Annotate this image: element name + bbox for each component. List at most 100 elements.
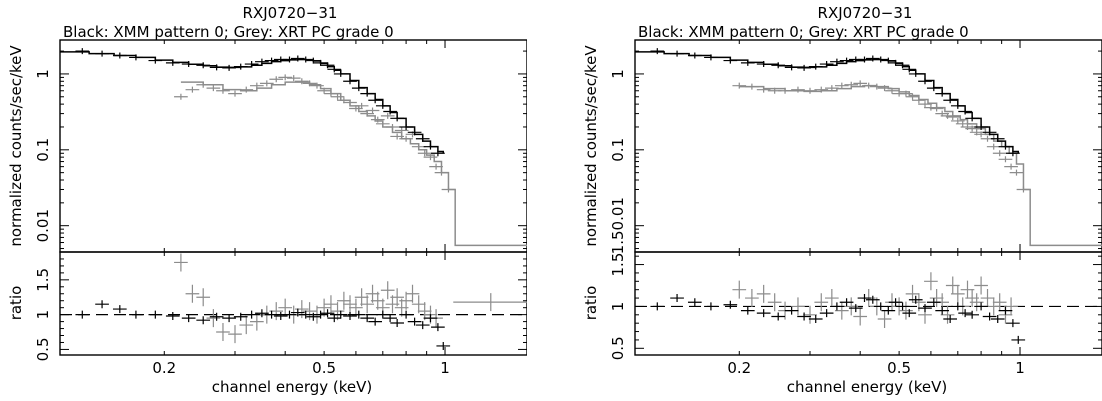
xrt-ratio-point	[791, 297, 805, 316]
xmm-ratio-point	[273, 312, 288, 321]
xmm-ratio-point	[148, 310, 163, 319]
xmm-ratio-point	[857, 294, 872, 303]
xrt-data-point	[918, 101, 932, 108]
xmm-ratio-point	[926, 298, 941, 307]
xrt-data-point	[791, 86, 805, 93]
xmm-ratio-point	[181, 314, 196, 323]
xrt-ratio-point	[745, 289, 759, 308]
xmm-ratio-point	[375, 310, 390, 319]
xrt-ratio-point	[216, 323, 230, 342]
xmm-ratio-point	[333, 310, 348, 319]
xmm-ratio-point	[95, 300, 109, 309]
xmm-ratio-point	[320, 309, 335, 318]
x-tick-label: 1	[1015, 359, 1025, 377]
xmm-ratio-point	[196, 316, 211, 325]
xrt-data-point	[986, 143, 1001, 150]
xrt-ratio-point	[239, 316, 254, 335]
xmm-ratio-point	[423, 314, 438, 323]
xrt-ratio-point	[354, 288, 369, 307]
xrt-ratio-point	[732, 280, 747, 299]
xmm-ratio-point	[112, 305, 127, 314]
xmm-ratio-point	[784, 306, 799, 315]
xmm-data-point	[75, 48, 90, 55]
x-axis-label: channel energy (keV)	[787, 378, 948, 396]
y-tick-label: 1	[609, 302, 627, 312]
xrt-data-point	[834, 82, 849, 89]
xmm-ratio-point	[848, 304, 863, 313]
xrt-ratio-point	[411, 295, 426, 314]
y-axis-label-bottom: ratio	[582, 286, 600, 321]
xmm-ratio-point	[222, 314, 236, 323]
ratio-panel	[60, 253, 527, 350]
xrt-data-point	[380, 112, 395, 119]
xrt-data-point	[992, 150, 1007, 157]
xmm-ratio-point	[839, 298, 854, 307]
xmm-ratio-point	[740, 306, 755, 315]
xrt-ratio-point	[814, 293, 829, 312]
xrt-data-point	[286, 75, 301, 82]
x-tick-label: 0.2	[727, 359, 751, 377]
xrt-ratio-point	[365, 284, 380, 303]
xrt-ratio-point	[899, 301, 913, 320]
xrt-ratio-point	[317, 298, 331, 317]
y-tick-label: 1	[34, 69, 52, 79]
bottom-panel-frame	[634, 251, 1102, 356]
xrt-data-point	[1004, 163, 1018, 170]
xmm-ratio-point	[415, 321, 430, 330]
xrt-model-line	[739, 84, 1102, 247]
xrt-data-point	[310, 82, 324, 89]
xmm-ratio-point	[974, 302, 988, 311]
ratio-panel	[635, 272, 1102, 344]
xrt-ratio-point	[294, 300, 309, 319]
xmm-ratio-point	[264, 310, 279, 319]
xmm-ratio-point	[351, 310, 366, 319]
xmm-ratio-point	[1011, 335, 1026, 344]
xrt-ratio-point	[196, 288, 211, 307]
xrt-data-point	[924, 104, 938, 111]
xrt-ratio-point	[853, 307, 868, 326]
xrt-ratio-point	[330, 302, 345, 321]
x-tick-label: 1	[440, 359, 450, 377]
chart-title: RXJ0720−31	[818, 4, 913, 22]
xrt-ratio-point	[349, 298, 363, 317]
xrt-ratio-point	[206, 309, 221, 328]
xmm-ratio-point	[407, 317, 422, 326]
xmm-ratio-point	[282, 310, 297, 319]
top-panel-frame	[634, 39, 1102, 253]
xrt-ratio-point	[343, 295, 357, 314]
xmm-ratio-point	[965, 310, 979, 319]
xrt-ratio-point	[940, 305, 955, 324]
xmm-model-line	[60, 51, 445, 154]
xmm-ratio-point	[998, 306, 1013, 315]
xrt-ratio-point	[950, 284, 965, 303]
xmm-ratio-point	[209, 312, 224, 321]
xrt-ratio-point	[228, 325, 242, 344]
y-tick-label: 1.50.01	[609, 197, 627, 254]
xmm-ratio-point	[360, 314, 375, 323]
xmm-ratio-point	[756, 309, 771, 318]
xmm-ratio-point	[233, 312, 248, 321]
xrt-data-point	[330, 93, 345, 100]
xrt-data-point	[365, 107, 380, 114]
xrt-ratio-point	[986, 297, 1001, 316]
chart-subtitle: Black: XMM pattern 0; Grey: XRT PC grade…	[638, 23, 969, 41]
xmm-ratio-point	[819, 309, 834, 318]
xmm-ratio-point	[908, 295, 923, 304]
xrt-model-line	[180, 81, 527, 247]
xmm-ratio-point	[918, 304, 932, 313]
xrt-ratio-point	[1004, 297, 1018, 316]
spectrum-panel	[635, 48, 1102, 247]
xrt-ratio-point	[278, 298, 293, 317]
y-tick-label: 0.5	[609, 336, 627, 360]
xrt-ratio-point	[390, 288, 404, 307]
y-axis-label-top: normalized counts/sec/keV	[7, 45, 25, 247]
y-tick-label: 0.1	[609, 138, 627, 162]
xrt-data-point	[853, 80, 868, 87]
x-tick-label: 0.5	[312, 359, 336, 377]
xmm-ratio-point	[165, 312, 180, 321]
xrt-data-point	[185, 86, 200, 93]
xmm-ratio-point	[390, 318, 404, 327]
xmm-model-line	[635, 51, 1020, 154]
xmm-ratio-point	[950, 302, 965, 311]
